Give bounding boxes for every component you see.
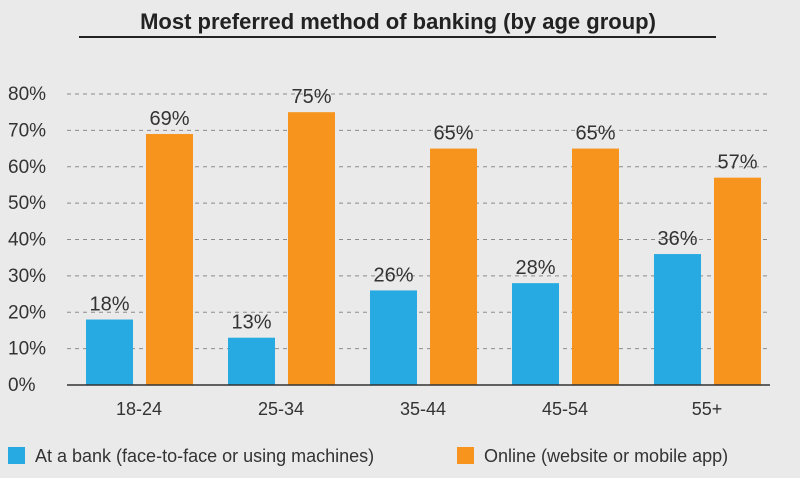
bar-online-45-54 bbox=[572, 148, 619, 385]
x-tick-label: 45-54 bbox=[542, 399, 588, 419]
legend-label: Online (website or mobile app) bbox=[484, 446, 728, 466]
data-label: 36% bbox=[657, 228, 697, 250]
x-tick-label: 55+ bbox=[692, 399, 723, 419]
bar-at-a-bank-35-44 bbox=[370, 290, 417, 385]
y-axis: 0% 10% 20% 30% 40% 50% 60% 70% 80% bbox=[8, 84, 46, 396]
y-tick-label: 10% bbox=[8, 339, 46, 360]
data-label: 57% bbox=[717, 152, 757, 174]
y-tick-label: 70% bbox=[8, 120, 46, 141]
y-tick-label: 50% bbox=[8, 193, 46, 214]
bar-online-25-34 bbox=[288, 112, 335, 385]
bars bbox=[86, 112, 761, 385]
legend-label: At a bank (face-to-face or using machine… bbox=[35, 446, 374, 466]
data-label: 65% bbox=[575, 123, 615, 145]
y-tick-label: 40% bbox=[8, 230, 46, 251]
data-label: 28% bbox=[515, 257, 555, 279]
bar-online-55+ bbox=[714, 177, 761, 385]
data-label: 65% bbox=[433, 123, 473, 145]
bar-at-a-bank-25-34 bbox=[228, 337, 275, 385]
legend-swatch bbox=[8, 447, 25, 464]
chart-title: Most preferred method of banking (by age… bbox=[140, 9, 656, 34]
data-label: 75% bbox=[291, 86, 331, 108]
bar-online-35-44 bbox=[430, 148, 477, 385]
data-label: 18% bbox=[89, 294, 129, 316]
y-tick-label: 60% bbox=[8, 157, 46, 178]
data-label: 26% bbox=[373, 264, 413, 286]
x-axis: 18-24 25-34 35-44 45-54 55+ bbox=[116, 399, 722, 419]
x-tick-label: 25-34 bbox=[258, 399, 304, 419]
data-label: 13% bbox=[231, 312, 271, 334]
bar-at-a-bank-55+ bbox=[654, 254, 701, 385]
y-tick-label: 20% bbox=[8, 302, 46, 323]
data-labels: 18% 69% 13% 75% 26% 65% 28% 65% 36% 57% bbox=[89, 86, 757, 334]
legend-swatch bbox=[457, 447, 474, 464]
x-tick-label: 35-44 bbox=[400, 399, 446, 419]
y-tick-label: 30% bbox=[8, 266, 46, 287]
x-tick-label: 18-24 bbox=[116, 399, 162, 419]
y-tick-label: 0% bbox=[8, 375, 36, 396]
gridlines bbox=[67, 93, 770, 350]
bar-online-18-24 bbox=[146, 134, 193, 385]
bar-at-a-bank-45-54 bbox=[512, 283, 559, 385]
legend: At a bank (face-to-face or using machine… bbox=[8, 446, 728, 466]
data-label: 69% bbox=[149, 108, 189, 130]
bar-at-a-bank-18-24 bbox=[86, 319, 133, 385]
y-tick-label: 80% bbox=[8, 84, 46, 105]
